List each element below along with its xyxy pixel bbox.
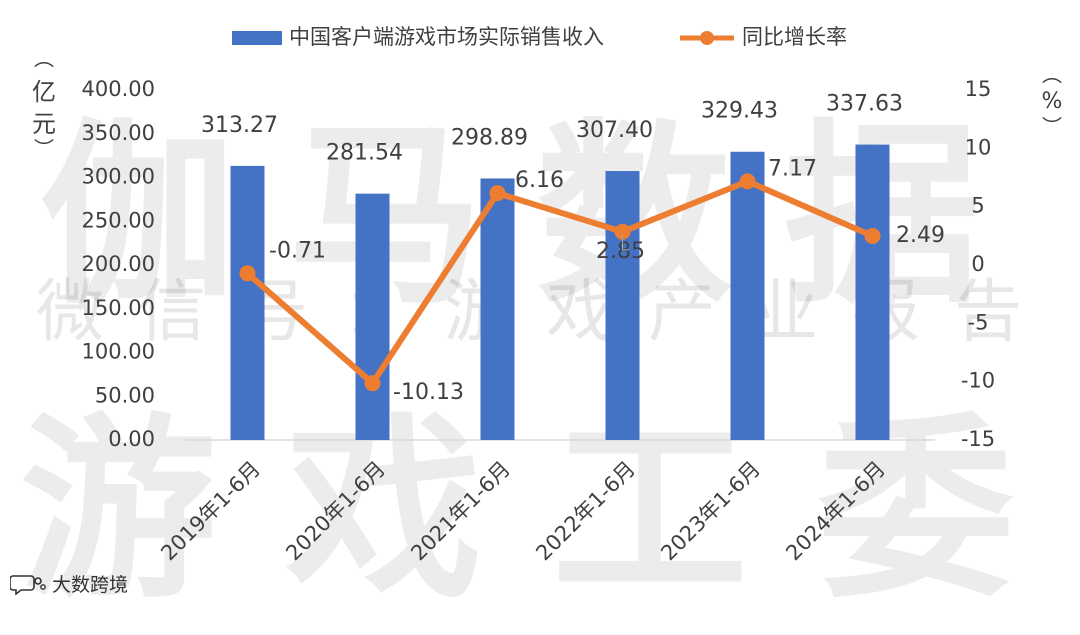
left-axis-paren-close: ︶ [34, 137, 54, 161]
x-tick-label: 2021年1-6月 [406, 457, 515, 566]
growth-value-label: 7.17 [768, 156, 817, 181]
right-tick-label: -5 [968, 310, 989, 334]
x-tick-label: 2020年1-6月 [281, 457, 390, 566]
bar [605, 171, 640, 440]
legend-line-label: 同比增长率 [742, 25, 847, 49]
growth-value-label: -10.13 [393, 380, 464, 405]
left-tick-label: 350.00 [82, 121, 155, 145]
right-tick-label: 15 [965, 77, 992, 101]
bar-value-label: 313.27 [201, 113, 278, 138]
x-tick-label: 2023年1-6月 [656, 457, 765, 566]
bar [730, 151, 765, 440]
left-tick-label: 300.00 [82, 165, 155, 189]
bar-value-label: 329.43 [701, 99, 778, 124]
growth-point [864, 227, 881, 244]
legend-bar-swatch [232, 31, 282, 45]
growth-value-label: 2.85 [596, 239, 645, 264]
growth-point [239, 265, 256, 282]
left-tick-label: 200.00 [82, 252, 155, 276]
label-leader-line [622, 235, 629, 251]
bar-value-label: 307.40 [576, 118, 653, 143]
left-tick-label: 50.00 [95, 383, 155, 407]
revenue-growth-chart: 0.00 50.00 100.00 150.00 200.00 250.00 300.00 3… [32, 25, 1063, 566]
growth-value-label: -0.71 [269, 238, 326, 263]
left-tick-label: 150.00 [82, 296, 155, 320]
bar [480, 178, 515, 440]
right-axis-label: % [1042, 89, 1063, 114]
left-tick-label: 100.00 [82, 340, 155, 364]
legend-line-marker [700, 31, 714, 45]
right-tick-label: 0 [971, 252, 984, 276]
right-tick-label: -10 [961, 369, 995, 393]
right-tick-label: -15 [961, 427, 995, 451]
right-tick-label: 5 [971, 194, 984, 218]
bar-value-label: 337.63 [826, 92, 903, 117]
bar-value-label: 281.54 [326, 141, 403, 166]
growth-point [489, 185, 506, 202]
right-tick-label: 10 [965, 135, 992, 159]
left-axis-label-char: 亿 [32, 78, 56, 106]
growth-line [244, 178, 876, 387]
growth-point [614, 223, 631, 240]
legend-bar-label: 中国客户端游戏市场实际销售收入 [289, 25, 604, 49]
growth-point [739, 173, 756, 190]
x-tick-label: 2022年1-6月 [531, 457, 640, 566]
right-axis-paren-open: ︵ [1042, 63, 1062, 87]
x-tick-label: 2024年1-6月 [781, 457, 890, 566]
brand-text: 大数跨境 [52, 574, 129, 596]
growth-value-label: 6.16 [515, 168, 564, 193]
bar-value-label: 298.89 [451, 125, 528, 150]
left-tick-label: 0.00 [108, 427, 155, 451]
bar [230, 165, 265, 441]
brand-logo: 大数跨境 [10, 570, 128, 597]
left-axis-label-char: 元 [32, 110, 56, 138]
bar [855, 144, 890, 441]
left-axis-paren-open: ︵ [34, 47, 54, 71]
x-tick-label: 2019年1-6月 [156, 457, 265, 566]
bar [355, 193, 390, 440]
growth-point [364, 375, 381, 392]
left-tick-label: 250.00 [82, 208, 155, 232]
growth-value-label: 2.49 [896, 223, 945, 248]
right-axis-paren-close: ︶ [1042, 115, 1062, 139]
speech-bubble-icon [10, 574, 46, 595]
left-tick-label: 400.00 [82, 77, 155, 101]
